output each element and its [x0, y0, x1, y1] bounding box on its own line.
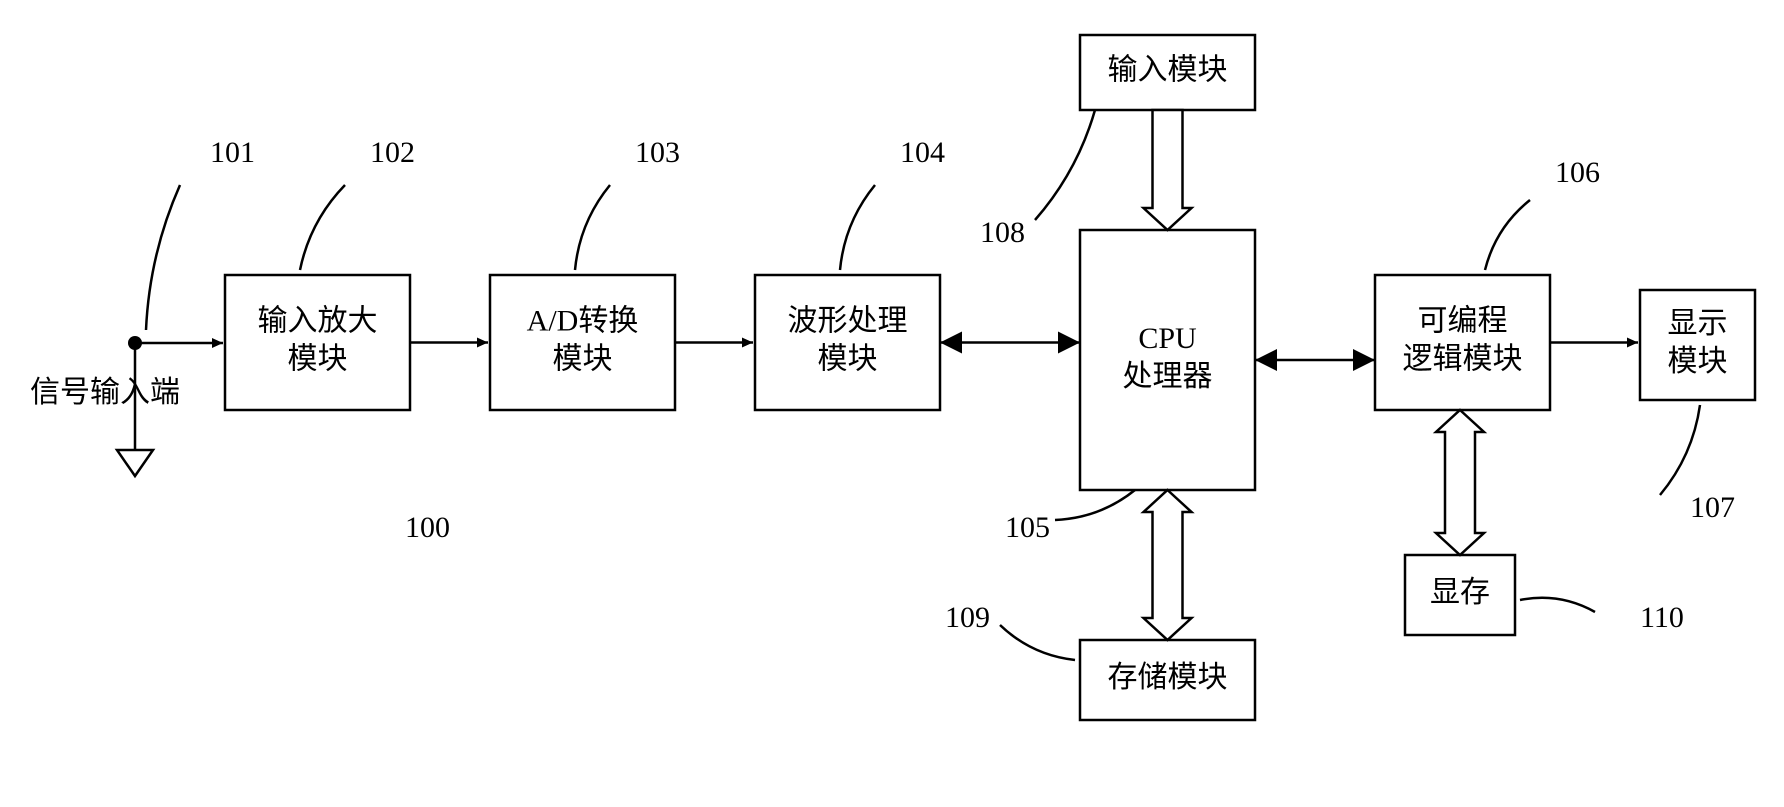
callout-number-106: 106: [1555, 156, 1600, 189]
callout-number-105: 105: [1005, 511, 1050, 544]
callout-leader: [575, 185, 610, 270]
block-label: 输入模块: [1108, 53, 1228, 86]
hollow-arrow-double: [1144, 490, 1192, 640]
block-label: A/D转换: [527, 304, 639, 337]
callout-leader: [840, 185, 875, 270]
callout-leader: [1520, 598, 1595, 612]
callout-leader: [1035, 110, 1095, 220]
block-label: 处理器: [1123, 360, 1213, 393]
callout-leader: [1485, 200, 1530, 270]
callout-number-104: 104: [900, 136, 945, 169]
callout-leader: [1000, 625, 1075, 660]
callout-leader: [1055, 490, 1135, 520]
block-label: 显示: [1668, 307, 1728, 340]
callout-leader: [146, 185, 180, 330]
hollow-arrow-double: [1436, 410, 1484, 555]
block-label: CPU: [1138, 322, 1197, 355]
callout-number-109: 109: [945, 601, 990, 634]
callout-leader: [1660, 405, 1700, 495]
block-label: 模块: [288, 342, 348, 375]
input-terminal-label: 信号输入端: [30, 376, 180, 409]
block-label: 模块: [553, 342, 613, 375]
callout-number-102: 102: [370, 136, 415, 169]
block-label: 逻辑模块: [1403, 342, 1523, 375]
callout-number-100: 100: [405, 511, 450, 544]
callout-number-108: 108: [980, 216, 1025, 249]
block-label: 输入放大: [258, 304, 378, 337]
callout-number-110: 110: [1640, 601, 1684, 634]
block-label: 波形处理: [788, 304, 908, 337]
callout-leader: [300, 185, 345, 270]
callout-number-107: 107: [1690, 491, 1735, 524]
ground-symbol: [117, 450, 153, 476]
block-label: 模块: [1668, 345, 1728, 378]
hollow-arrow-down: [1144, 110, 1192, 230]
callout-number-103: 103: [635, 136, 680, 169]
block-label: 模块: [818, 342, 878, 375]
block-label: 存储模块: [1108, 661, 1228, 694]
block-label: 显存: [1430, 576, 1490, 609]
block-label: 可编程: [1418, 304, 1508, 337]
callout-number-101: 101: [210, 136, 255, 169]
